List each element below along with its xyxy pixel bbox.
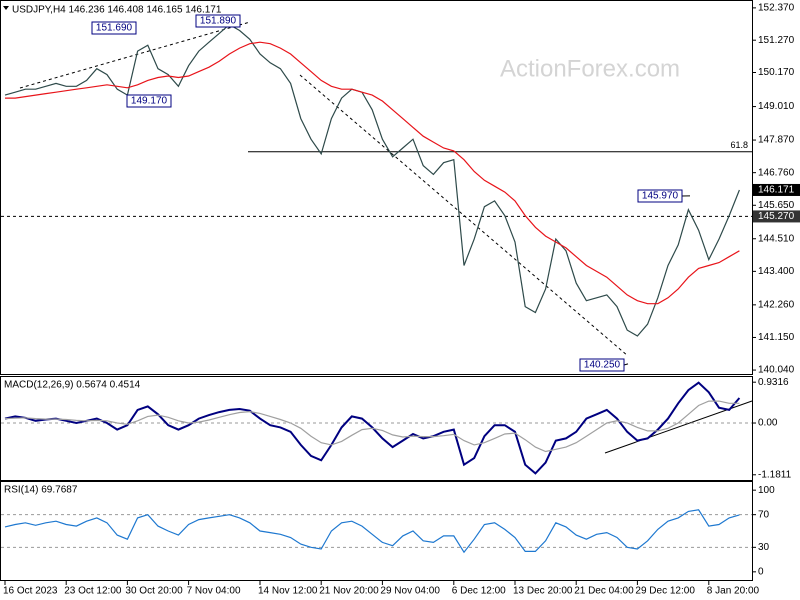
- annotation-box: [637, 189, 683, 203]
- level-label: 145.270: [758, 211, 795, 222]
- y-tick-label: 149.010: [758, 101, 795, 112]
- price-panel: [0, 0, 753, 375]
- series-line: [4, 509, 740, 554]
- y-tick-label: 0: [758, 566, 764, 577]
- y-tick-label: 30: [758, 542, 770, 553]
- rsi-panel: [0, 481, 753, 581]
- y-tick-label: 143.400: [758, 266, 795, 277]
- panel-title: MACD(12,26,9) 0.5674 0.4514: [4, 380, 141, 391]
- annotation-label: 140.250: [584, 360, 621, 371]
- annotation-label: 145.970: [642, 191, 679, 202]
- annotation-label: 151.690: [96, 23, 133, 34]
- annotation-box: [195, 14, 241, 28]
- x-tick-label: 14 Nov 12:00: [258, 586, 318, 597]
- y-tick-label: 150.170: [758, 67, 795, 78]
- y-tick-label: 70: [758, 509, 770, 520]
- y-tick-label: 146.760: [758, 167, 795, 178]
- x-tick-label: 16 Oct 2023: [3, 586, 58, 597]
- series-line: [4, 381, 741, 475]
- y-tick-label: 141.150: [758, 332, 795, 343]
- y-tick-label: 144.510: [758, 233, 795, 244]
- annotation-label: 151.890: [200, 16, 237, 27]
- y-tick-label: 147.870: [758, 135, 795, 146]
- panel-title: RSI(14) 69.7687: [4, 485, 78, 496]
- fib-label: 61.8: [730, 140, 748, 150]
- x-tick-label: 21 Nov 20:00: [319, 586, 379, 597]
- watermark: ActionForex.com: [500, 55, 680, 82]
- level-box: [753, 210, 800, 223]
- y-tick-label: 100: [758, 485, 775, 496]
- trend-line: [19, 21, 251, 89]
- y-tick-label: -1.1811: [758, 469, 792, 480]
- y-tick-label: 0.9316: [758, 377, 789, 388]
- x-tick-label: 13 Dec 20:00: [513, 586, 573, 597]
- annotation-box: [91, 21, 137, 35]
- y-tick-label: 151.270: [758, 35, 795, 46]
- last-price-label: 146.171: [758, 185, 795, 196]
- series-line: [5, 41, 740, 305]
- x-tick-label: 7 Nov 04:00: [187, 586, 241, 597]
- y-tick-label: 0.00: [758, 418, 778, 429]
- x-tick-label: 8 Jan 20:00: [707, 586, 760, 597]
- series-line: [4, 400, 740, 453]
- annotation-box: [126, 94, 172, 108]
- y-tick-label: 140.040: [758, 365, 795, 376]
- macd-panel: [0, 376, 753, 481]
- annotation-box: [579, 358, 625, 372]
- annotation-leader: [623, 363, 629, 366]
- x-tick-label: 21 Dec 04:00: [574, 586, 634, 597]
- y-tick-label: 145.650: [758, 200, 795, 211]
- menu-icon: [3, 6, 9, 10]
- x-tick-label: 6 Dec 12:00: [452, 586, 506, 597]
- y-tick-label: 152.370: [758, 3, 795, 14]
- y-tick-label: 142.260: [758, 299, 795, 310]
- panel-title: USDJPY,H4 146.236 146.408 146.165 146.17…: [12, 5, 222, 16]
- x-tick-label: 29 Dec 12:00: [635, 586, 695, 597]
- x-tick-label: 30 Oct 20:00: [125, 586, 183, 597]
- x-tick-label: 29 Nov 04:00: [380, 586, 440, 597]
- annotation-label: 149.170: [131, 96, 168, 107]
- last-price-box: [753, 183, 800, 196]
- x-tick-label: 23 Oct 12:00: [64, 586, 122, 597]
